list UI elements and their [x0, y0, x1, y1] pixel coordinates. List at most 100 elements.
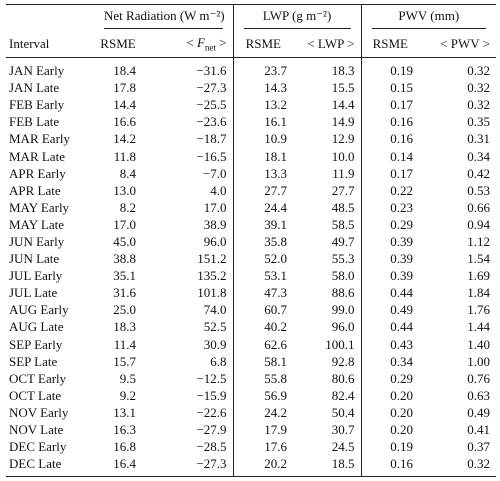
- value-cell: 17.0: [113, 216, 136, 232]
- table-row: AUG Late 18.3 52.5 40.2 96.0 0.44 1.44: [6, 318, 496, 336]
- value-cell: 0.53: [467, 182, 491, 198]
- value-cell: 1.00: [467, 353, 491, 369]
- value-cell: 0.34: [360, 352, 420, 370]
- interval-cell: JAN Late: [9, 80, 60, 96]
- value-cell: 1.54: [467, 251, 491, 267]
- table-row: DEC Early 16.8 −28.5 17.6 24.5 0.19 0.37: [6, 438, 496, 456]
- value-cell: −23.6: [196, 114, 227, 130]
- interval-cell: DEC Early: [9, 439, 67, 455]
- value-cell: 48.5: [331, 199, 355, 215]
- table-row: JAN Early 18.4 −31.6 23.7 18.3 0.19 0.32: [6, 57, 496, 80]
- value-cell: 47.3: [232, 284, 294, 302]
- value-cell: 0.34: [467, 148, 491, 164]
- variable: F: [196, 35, 205, 51]
- value-cell: 20.2: [232, 455, 294, 477]
- value-cell: 23.7: [232, 57, 294, 80]
- group-label: LWP (g m⁻²): [243, 8, 351, 29]
- table-row: NOV Early 13.1 −22.6 24.2 50.4 0.20 0.49: [6, 403, 496, 421]
- value-cell: −31.6: [196, 63, 227, 79]
- value-cell: 24.5: [331, 439, 355, 455]
- interval-cell: JUN Early: [9, 233, 65, 249]
- table-row: SEP Early 11.4 30.9 62.6 100.1 0.43 1.40: [6, 335, 496, 353]
- group-label: PWV (mm): [371, 8, 487, 29]
- value-cell: 30.9: [203, 336, 227, 352]
- column-row: Interval RSME < Fnet > RSME < LWP > RSME…: [6, 31, 497, 58]
- value-cell: 58.0: [331, 268, 355, 284]
- value-cell: 9.5: [119, 370, 136, 386]
- value-cell: 74.0: [203, 302, 227, 318]
- value-cell: 135.2: [197, 268, 227, 284]
- table-row: JUL Late 31.6 101.8 47.3 88.6 0.44 1.84: [6, 284, 496, 302]
- value-cell: −27.3: [196, 456, 227, 472]
- interval-cell: SEP Late: [9, 353, 58, 369]
- interval-cell: AUG Early: [9, 302, 69, 318]
- value-cell: 0.42: [467, 165, 491, 181]
- value-cell: 0.19: [360, 57, 420, 80]
- value-cell: 0.14: [360, 147, 420, 165]
- interval-cell: APR Late: [9, 182, 61, 198]
- table-row: MAY Early 8.2 17.0 24.4 48.5 0.23 0.66: [6, 198, 496, 216]
- interval-cell: NOV Early: [9, 404, 69, 420]
- table-row: JAN Late 17.8 −27.3 14.3 15.5 0.15 0.32: [6, 79, 496, 97]
- table-row: OCT Early 9.5 −12.5 55.8 80.6 0.29 0.76: [6, 369, 496, 387]
- value-cell: 0.41: [467, 422, 491, 438]
- value-cell: 24.4: [232, 198, 294, 216]
- table-row: JUN Early 45.0 96.0 35.8 49.7 0.39 1.12: [6, 232, 496, 251]
- value-cell: 18.3: [331, 63, 355, 79]
- value-cell: 0.20: [360, 420, 420, 439]
- column-header: RSME: [232, 31, 294, 58]
- value-cell: 0.76: [467, 370, 491, 386]
- table-row: OCT Late 9.2 −15.9 56.9 82.4 0.20 0.63: [6, 386, 496, 404]
- value-cell: 16.1: [232, 113, 294, 131]
- value-cell: 1.69: [467, 268, 491, 284]
- value-cell: 0.35: [467, 114, 491, 130]
- value-cell: 16.4: [113, 456, 136, 472]
- value-cell: 0.32: [467, 97, 491, 113]
- value-cell: 0.32: [467, 63, 491, 79]
- value-cell: 50.4: [331, 404, 355, 420]
- value-cell: 14.9: [331, 114, 355, 130]
- value-cell: 38.8: [113, 251, 136, 267]
- value-cell: 0.49: [360, 301, 420, 319]
- value-cell: 101.8: [197, 285, 227, 301]
- interval-cell: JAN Early: [9, 63, 65, 79]
- value-cell: 0.16: [360, 455, 420, 477]
- group-label: Net Radiation (W m⁻²): [104, 8, 225, 29]
- value-cell: 18.4: [113, 63, 136, 79]
- value-cell: 0.63: [467, 387, 491, 403]
- table-row: APR Early 8.4 −7.0 13.3 11.9 0.17 0.42: [6, 164, 496, 182]
- value-cell: 38.9: [203, 216, 227, 232]
- column-header: < LWP >: [293, 31, 362, 58]
- value-cell: 1.44: [467, 319, 491, 335]
- value-cell: 16.6: [113, 114, 136, 130]
- value-cell: −12.5: [196, 370, 227, 386]
- value-cell: 0.22: [360, 181, 420, 199]
- interval-cell: OCT Early: [9, 370, 67, 386]
- value-cell: 11.8: [113, 148, 136, 164]
- table-row: FEB Late 16.6 −23.6 16.1 14.9 0.16 0.35: [6, 113, 496, 131]
- value-cell: 0.29: [360, 369, 420, 387]
- value-cell: 53.1: [232, 267, 294, 285]
- group-header: PWV (mm): [360, 4, 497, 31]
- value-cell: −16.5: [196, 148, 227, 164]
- table-row: FEB Early 14.4 −25.5 13.2 14.4 0.17 0.32: [6, 96, 496, 114]
- value-cell: 52.0: [232, 250, 294, 268]
- value-cell: 0.16: [360, 113, 420, 131]
- column-header: Interval: [6, 31, 94, 58]
- value-cell: 14.2: [113, 131, 136, 147]
- table-row: DEC Late 16.4 −27.3 20.2 18.5 0.16 0.32: [6, 455, 496, 477]
- value-cell: 13.1: [113, 404, 136, 420]
- value-cell: 88.6: [331, 285, 355, 301]
- value-cell: 0.49: [467, 404, 491, 420]
- bracket: >: [219, 35, 227, 51]
- value-cell: 18.3: [113, 319, 136, 335]
- value-cell: 17.6: [232, 438, 294, 456]
- value-cell: 30.7: [331, 422, 355, 438]
- value-cell: 0.29: [360, 215, 420, 233]
- value-cell: 13.0: [113, 182, 136, 198]
- value-cell: 4.0: [210, 182, 227, 198]
- value-cell: 0.17: [360, 96, 420, 114]
- value-cell: −27.9: [196, 422, 227, 438]
- table-row: APR Late 13.0 4.0 27.7 27.7 0.22 0.53: [6, 181, 496, 199]
- value-cell: 99.0: [331, 302, 355, 318]
